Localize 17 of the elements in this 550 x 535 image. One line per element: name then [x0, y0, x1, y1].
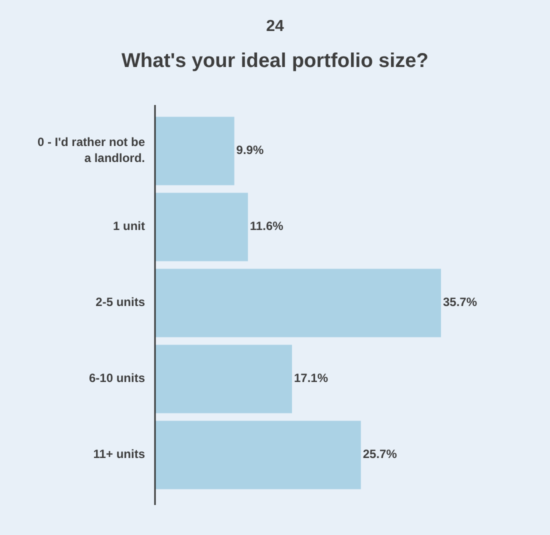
bar — [155, 344, 292, 414]
bar — [155, 192, 248, 262]
data-label: 9.9% — [236, 143, 264, 158]
text: 24 — [266, 18, 284, 35]
y-tick-label: 0 - I'd rather not be a landlord. — [37, 135, 146, 166]
bar — [155, 268, 441, 338]
data-label: 11.6% — [250, 219, 284, 234]
data-label: 25.7% — [362, 447, 398, 462]
bar — [155, 116, 234, 186]
chart-title: What's your ideal portfolio size? — [121, 50, 429, 72]
data-label: 17.1% — [294, 371, 328, 386]
y-tick-label: 11+ units — [93, 447, 146, 462]
bar — [155, 420, 361, 490]
y-tick-label: 1 unit — [113, 219, 145, 234]
y-tick-label: 6-10 units — [88, 371, 146, 386]
y-tick-label: 2-5 units — [96, 295, 146, 310]
data-label: 35.7% — [443, 295, 478, 310]
